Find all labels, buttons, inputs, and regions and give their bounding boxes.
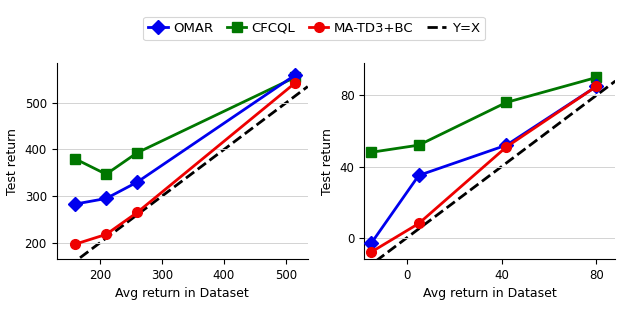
Legend: OMAR, CFCQL, MA-TD3+BC, Y=X: OMAR, CFCQL, MA-TD3+BC, Y=X (143, 17, 485, 40)
Y-axis label: Test return: Test return (6, 128, 19, 195)
Y-axis label: Test return: Test return (321, 128, 334, 195)
X-axis label: Avg return in Dataset: Avg return in Dataset (116, 287, 249, 301)
X-axis label: Avg return in Dataset: Avg return in Dataset (423, 287, 556, 301)
